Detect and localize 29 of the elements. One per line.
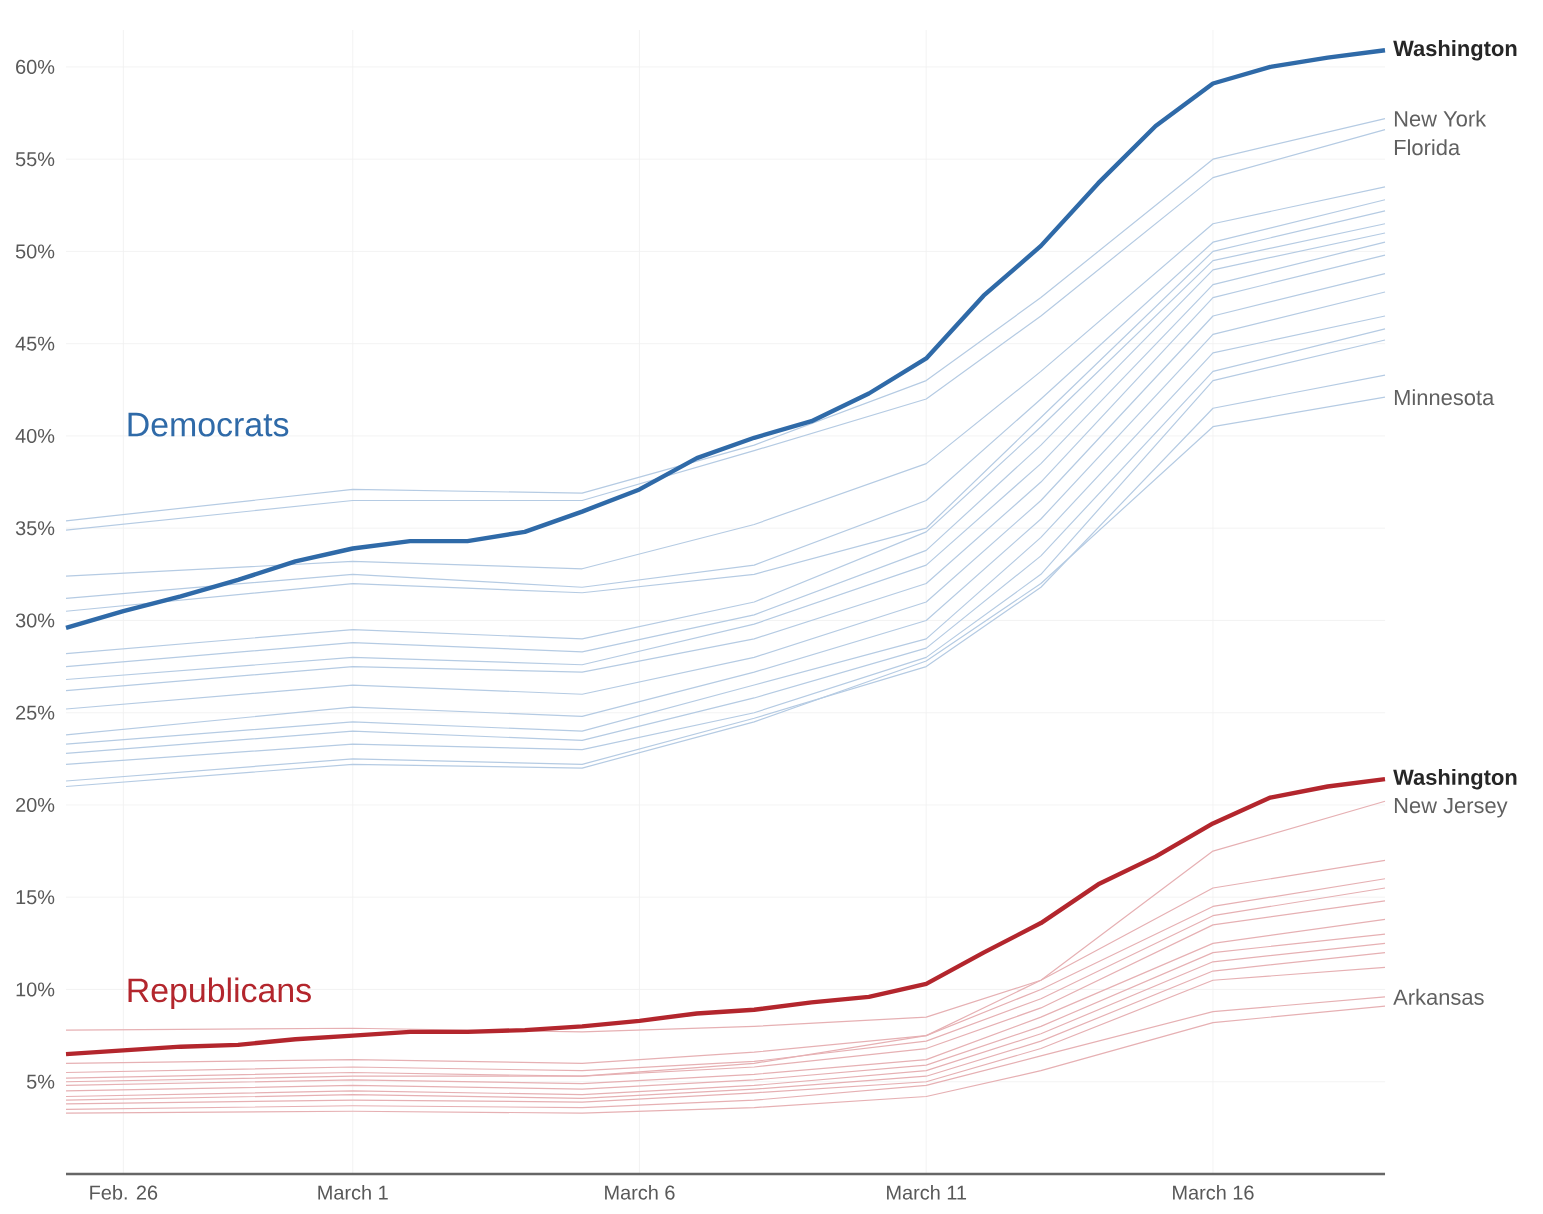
y-tick-label: 25%: [16, 705, 55, 720]
x-tick-label: March 1: [318, 1185, 388, 1200]
y-tick-label: 45%: [15, 336, 55, 351]
y-tick-label: 5%: [26, 1074, 55, 1089]
annotation: Republicans: [128, 977, 311, 1010]
series-label: Florida: [1394, 139, 1461, 156]
series-label: Arkansas: [1393, 988, 1484, 1005]
y-tick-label: 40%: [15, 428, 55, 443]
series-label: Washington: [1393, 40, 1517, 61]
series-label: New York: [1394, 110, 1487, 127]
y-tick-label: 30%: [15, 613, 55, 628]
x-tick-label: Feb. 26: [90, 1185, 158, 1200]
y-tick-label: 20%: [16, 797, 55, 813]
y-tick-label: 15%: [16, 890, 55, 905]
x-tick-label: March 16: [1173, 1185, 1254, 1200]
line-series: [63, 776, 1388, 1057]
y-tick-label: 35%: [15, 521, 55, 536]
series-label: New Jersey: [1394, 797, 1508, 818]
y-tick-label: 60%: [16, 59, 55, 74]
annotation: Democrats: [128, 412, 289, 437]
line-series: [63, 48, 1388, 631]
series-label: Washington: [1393, 768, 1517, 790]
series-label: Minnesota: [1394, 389, 1495, 406]
y-tick-label: 10%: [16, 982, 55, 997]
line-series: [65, 800, 1386, 1083]
x-tick-label: March 6: [605, 1185, 675, 1200]
y-tick-label: 50%: [15, 244, 55, 259]
y-tick-label: 55%: [15, 152, 55, 167]
x-tick-label: March 11: [887, 1185, 967, 1200]
